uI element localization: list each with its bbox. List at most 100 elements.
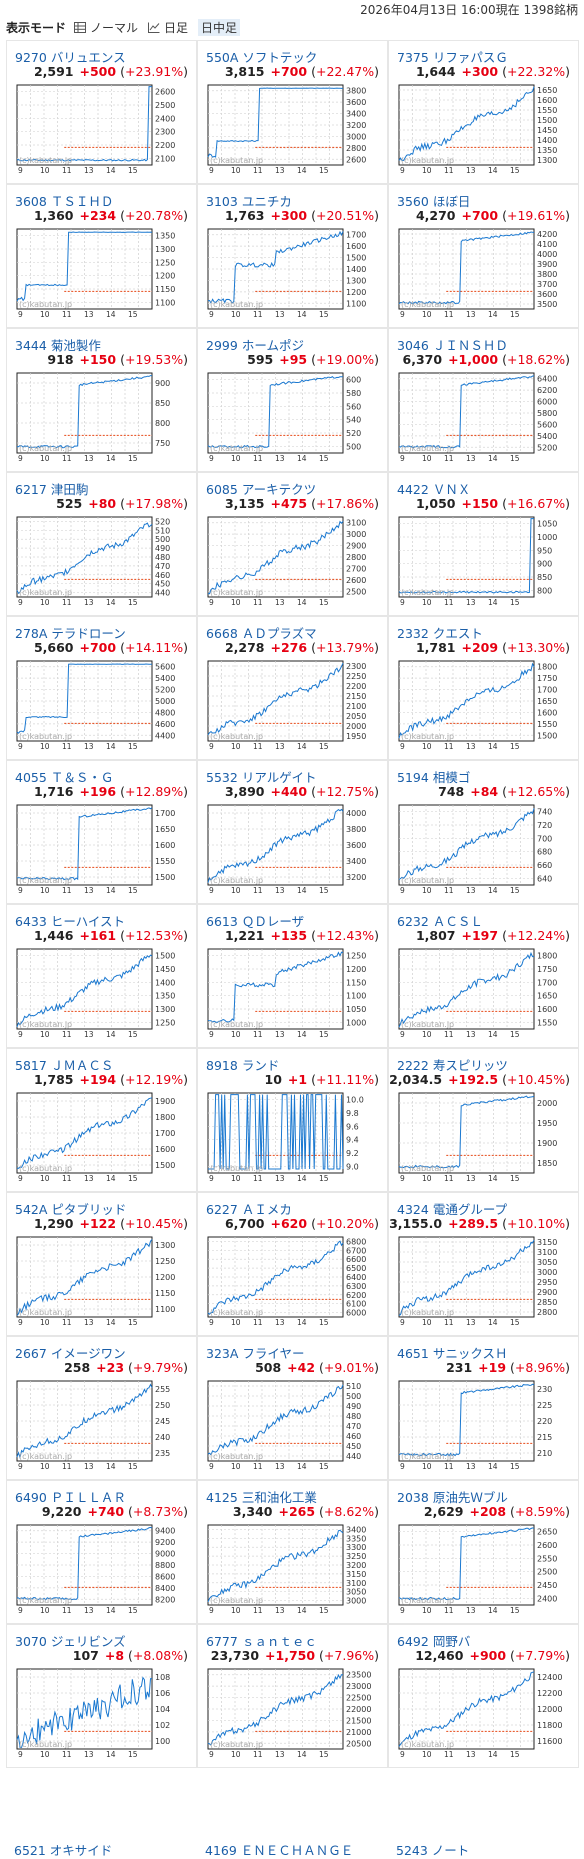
stock-name[interactable]: Ｔ＆Ｓ・Ｇ bbox=[50, 770, 114, 785]
stock-name[interactable]: イメージワン bbox=[50, 1346, 126, 1361]
stock-card[interactable]: 9270 バリュエンス 2,591 +500 (+23.91%) 2600 2500 240… bbox=[6, 40, 197, 184]
stock-name-line[interactable]: 2332 クエスト bbox=[397, 623, 483, 642]
stock-card[interactable]: 6227 ＡＩメカ 6,700 +620 (+10.20%) 6800 6700 6600 6… bbox=[197, 1192, 388, 1336]
stock-code[interactable]: 8918 bbox=[206, 1058, 238, 1073]
stock-name-line[interactable]: 2999 ホームポジ bbox=[206, 335, 304, 354]
stock-card[interactable]: 4324 電通グループ 3,155.0 +289.5 (+10.10%) 3150 310… bbox=[388, 1192, 579, 1336]
stock-card[interactable]: 6217 津田駒 525 +80 (+17.98%) 520 510 500 490 480 47… bbox=[6, 472, 197, 616]
stock-name-line[interactable]: 6668 ＡＤプラズマ bbox=[206, 623, 317, 642]
stock-name-line[interactable]: 3608 ＴＳＩＨＤ bbox=[15, 191, 113, 210]
stock-name[interactable]: フライヤー bbox=[242, 1346, 305, 1361]
intraday-chart[interactable]: 1800 1750 1700 1650 1600 1550 1500 (c)kabutan.j… bbox=[398, 660, 573, 750]
stock-name[interactable]: クエスト bbox=[432, 626, 483, 641]
stock-card[interactable]: 8918 ランド 10 +1 (+11.11%) 10.0 9.8 9.6 9.4 9.2 9.0… bbox=[197, 1048, 388, 1192]
stock-code[interactable]: 3070 bbox=[15, 1634, 47, 1649]
mode-daily-button[interactable]: 日足 bbox=[148, 19, 188, 36]
stock-card[interactable]: 3103 ユニチカ 1,763 +300 (+20.51%) 1700 1600 1500 1… bbox=[197, 184, 388, 328]
stock-name[interactable]: 寿スピリッツ bbox=[432, 1058, 508, 1073]
stock-card[interactable]: 5194 相模ゴ 748 +84 (+12.65%) 740 720 700 680 660 64… bbox=[388, 760, 579, 904]
stock-name-line[interactable]: 2667 イメージワン bbox=[15, 1343, 126, 1362]
stock-code[interactable]: 3103 bbox=[206, 194, 238, 209]
stock-name[interactable]: ＪＭＡＣＳ bbox=[50, 1058, 114, 1073]
stock-card[interactable]: 6613 ＱＤレーザ 1,221 +135 (+12.43%) 1250 1200 1150… bbox=[197, 904, 388, 1048]
stock-card[interactable]: 4651 サニックスＨ 231 +19 (+8.96%) 230 225 220 215 210… bbox=[388, 1336, 579, 1480]
stock-name[interactable]: ｓａｎｔｅｃ bbox=[241, 1634, 317, 1649]
stock-name[interactable]: ＰＩＬＬＡＲ bbox=[50, 1490, 126, 1505]
stock-card[interactable]: 6492 岡野バ 12,460 +900 (+7.79%) 12400 12200 1200… bbox=[388, 1624, 579, 1768]
intraday-chart[interactable]: 255 250 245 240 235 (c)kabutan.jp9 10 11 13 14 15 bbox=[16, 1380, 191, 1470]
intraday-chart[interactable]: 1900 1800 1700 1600 1500 (c)kabutan.jp9 10 11 13… bbox=[16, 1092, 191, 1182]
stock-code[interactable]: 7375 bbox=[397, 50, 429, 65]
mode-normal-button[interactable]: ノーマル bbox=[74, 19, 138, 36]
stock-name-line[interactable]: 6490 ＰＩＬＬＡＲ bbox=[15, 1487, 126, 1506]
stock-card[interactable]: 6085 アーキテクツ 3,135 +475 (+17.86%) 3100 3000 290… bbox=[197, 472, 388, 616]
stock-name[interactable]: ほぼ日 bbox=[432, 194, 471, 209]
stock-card[interactable]: 7375 リファパスＧ 1,644 +300 (+22.32%) 1650 1600 155… bbox=[388, 40, 579, 184]
stock-name-line[interactable]: 3046 ＪＩＮＳＨＤ bbox=[397, 335, 508, 354]
intraday-chart[interactable]: 600 580 560 540 520 500 (c)kabutan.jp9 10 11 13 14… bbox=[207, 372, 382, 462]
stock-name[interactable]: ＡＤプラズマ bbox=[241, 626, 317, 641]
stock-name[interactable]: ユニチカ bbox=[241, 194, 292, 209]
stock-name-line[interactable]: 323A フライヤー bbox=[206, 1343, 305, 1362]
stock-name[interactable]: アーキテクツ bbox=[241, 482, 317, 497]
stock-name[interactable]: テラドローン bbox=[51, 626, 126, 641]
stock-name-line[interactable]: 6217 津田駒 bbox=[15, 479, 88, 498]
partial-stock-1[interactable]: 6521 オキサイド bbox=[14, 1843, 113, 1858]
intraday-chart[interactable]: 1350 1300 1250 1200 1150 1100 (c)kabutan.jp9 10… bbox=[16, 228, 191, 318]
intraday-chart[interactable]: 1800 1750 1700 1650 1600 1550 (c)kabutan.jp9 10… bbox=[398, 948, 573, 1038]
stock-name[interactable]: ＪＩＮＳＨＤ bbox=[432, 338, 508, 353]
stock-code[interactable]: 6777 bbox=[206, 1634, 238, 1649]
stock-name-line[interactable]: 6433 ヒーハイスト bbox=[15, 911, 125, 930]
stock-card[interactable]: 550A ソフトテック 3,815 +700 (+22.47%) 3800 3600 340… bbox=[197, 40, 388, 184]
intraday-chart[interactable]: 10.0 9.8 9.6 9.4 9.2 9.0 (c)kabutan.jp9 10 11 13 1… bbox=[207, 1092, 382, 1182]
stock-name[interactable]: ＶＮＸ bbox=[432, 482, 471, 497]
stock-code[interactable]: 5532 bbox=[206, 770, 238, 785]
intraday-chart[interactable]: 1300 1250 1200 1150 1100 (c)kabutan.jp9 10 11 13… bbox=[16, 1236, 191, 1326]
intraday-chart[interactable]: 230 225 220 215 210 (c)kabutan.jp9 10 11 13 14 15 bbox=[398, 1380, 573, 1470]
stock-name[interactable]: 原油先Ｗブル bbox=[432, 1490, 508, 1505]
intraday-chart[interactable]: 108 106 104 102 100 (c)kabutan.jp9 10 11 13 14 15 bbox=[16, 1668, 191, 1758]
stock-name-line[interactable]: 3444 菊池製作 bbox=[15, 335, 101, 354]
stock-name[interactable]: 岡野バ bbox=[432, 1634, 471, 1649]
intraday-chart[interactable]: 12400 12200 12000 11800 11600 (c)kabutan.jp9 1… bbox=[398, 1668, 573, 1758]
intraday-chart[interactable]: 1050 1000 950 900 850 800 (c)kabutan.jp9 10 11 13… bbox=[398, 516, 573, 606]
intraday-chart[interactable]: 740 720 700 680 660 640 (c)kabutan.jp9 10 11 13 14… bbox=[398, 804, 573, 894]
intraday-chart[interactable]: 900 850 800 750 (c)kabutan.jp9 10 11 13 14 15 bbox=[16, 372, 191, 462]
stock-card[interactable]: 3444 菊池製作 918 +150 (+19.53%) 900 850 800 750 (c)… bbox=[6, 328, 197, 472]
intraday-chart[interactable]: 3100 3000 2900 2800 2700 2600 2500 (c)kabutan.j… bbox=[207, 516, 382, 606]
stock-card[interactable]: 2222 寿スピリッツ 2,034.5 +192.5 (+10.45%) 2000 195… bbox=[388, 1048, 579, 1192]
stock-code[interactable]: 3560 bbox=[397, 194, 429, 209]
stock-name-line[interactable]: 6085 アーキテクツ bbox=[206, 479, 316, 498]
stock-name[interactable]: 電通グループ bbox=[432, 1202, 508, 1217]
stock-card[interactable]: 6777 ｓａｎｔｅｃ 23,730 +1,750 (+7.96%) 23500 2300… bbox=[197, 1624, 388, 1768]
stock-card[interactable]: 4422 ＶＮＸ 1,050 +150 (+16.67%) 1050 1000 950 900… bbox=[388, 472, 579, 616]
stock-name-line[interactable]: 550A ソフトテック bbox=[206, 47, 317, 66]
stock-name[interactable]: サニックスＨ bbox=[432, 1346, 508, 1361]
stock-code[interactable]: 6227 bbox=[206, 1202, 238, 1217]
intraday-chart[interactable]: 4000 3800 3600 3400 3200 (c)kabutan.jp9 10 11 13… bbox=[207, 804, 382, 894]
stock-name-line[interactable]: 278A テラドローン bbox=[15, 623, 126, 642]
stock-name-line[interactable]: 6232 ＡＣＳＬ bbox=[397, 911, 483, 930]
stock-name[interactable]: 三和油化工業 bbox=[241, 1490, 317, 1505]
stock-name[interactable]: 津田駒 bbox=[50, 482, 89, 497]
stock-name[interactable]: リアルゲイト bbox=[241, 770, 317, 785]
intraday-chart[interactable]: 5600 5400 5200 5000 4800 4600 4400 (c)kabutan.j… bbox=[16, 660, 191, 750]
stock-code[interactable]: 6217 bbox=[15, 482, 47, 497]
stock-card[interactable]: 3046 ＪＩＮＳＨＤ 6,370 +1,000 (+18.62%) 6400 6200 6… bbox=[388, 328, 579, 472]
stock-code[interactable]: 9270 bbox=[15, 50, 47, 65]
stock-code[interactable]: 6085 bbox=[206, 482, 238, 497]
stock-code[interactable]: 6492 bbox=[397, 1634, 429, 1649]
stock-code[interactable]: 6433 bbox=[15, 914, 47, 929]
stock-name-line[interactable]: 3070 ジェリビンズ bbox=[15, 1631, 126, 1650]
stock-code[interactable]: 5817 bbox=[15, 1058, 47, 1073]
stock-name-line[interactable]: 6227 ＡＩメカ bbox=[206, 1199, 292, 1218]
stock-card[interactable]: 2332 クエスト 1,781 +209 (+13.30%) 1800 1750 1700 1… bbox=[388, 616, 579, 760]
stock-card[interactable]: 4055 Ｔ＆Ｓ・Ｇ 1,716 +196 (+12.89%) 1700 1650 1600… bbox=[6, 760, 197, 904]
stock-code[interactable]: 4055 bbox=[15, 770, 47, 785]
stock-name[interactable]: 菊池製作 bbox=[50, 338, 101, 353]
